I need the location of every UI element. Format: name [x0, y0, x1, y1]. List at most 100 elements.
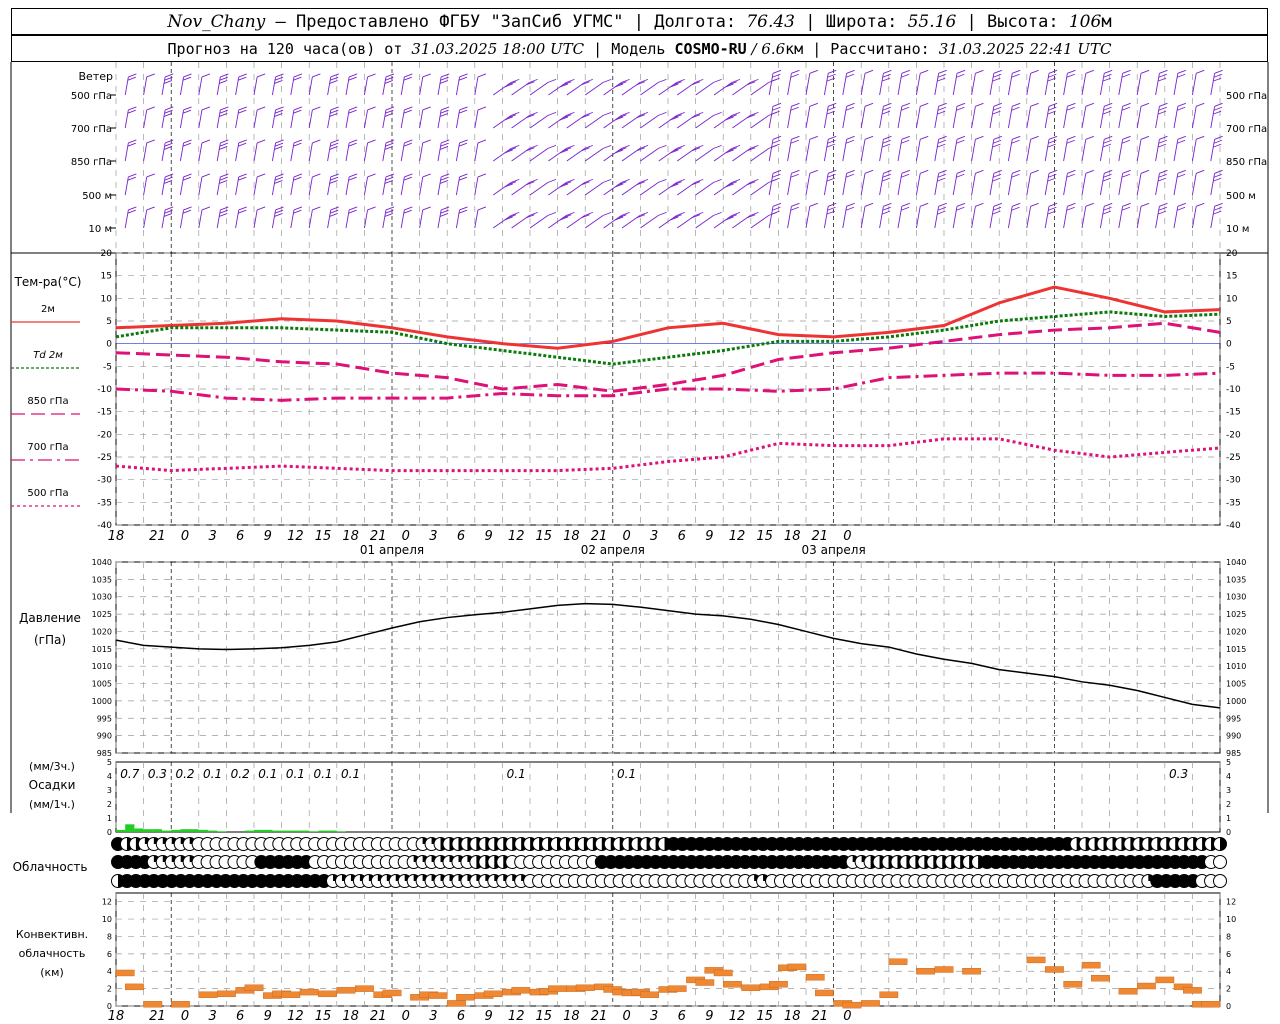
wind-barb-feather	[713, 211, 722, 216]
time-axis-hour: 21	[370, 529, 387, 544]
wind-barb-feather	[772, 206, 781, 211]
wind-barb-staff	[1210, 139, 1216, 162]
conv-cloud-bar	[695, 979, 715, 986]
conv-cloud-bar	[934, 966, 954, 973]
wind-barb-staff	[529, 82, 549, 96]
wind-barb-feather	[256, 206, 266, 211]
wind-barb-icon	[640, 111, 667, 129]
wind-barb-feather	[1066, 73, 1075, 78]
wind-barb-feather	[900, 73, 910, 78]
conv-time-axis-hour: 9	[264, 1009, 272, 1024]
wind-barb-staff	[179, 76, 184, 96]
wind-barb-feather	[956, 202, 966, 207]
wind-barb-staff	[952, 173, 958, 196]
conv-tick-left: 8	[107, 932, 112, 941]
wind-barb-feather	[403, 209, 412, 214]
wind-barb-icon	[1063, 102, 1076, 129]
precip-3h-label: 0.1	[286, 767, 305, 781]
wind-barb-staff	[437, 176, 442, 196]
temp-tick-left: -30	[97, 476, 112, 486]
wind-barb-feather	[845, 139, 855, 144]
wind-barb-staff	[1118, 139, 1124, 162]
wind-barb-icon	[860, 102, 874, 129]
wind-barb-staff	[915, 73, 921, 96]
wind-barb-feather	[1047, 110, 1056, 115]
wind-barb-icon	[1099, 69, 1113, 96]
precip-unit-1h: (мм/1ч.)	[29, 798, 75, 811]
wind-barb-staff	[529, 182, 549, 196]
wind-barb-feather	[163, 80, 173, 84]
wind-barb-staff	[787, 173, 792, 196]
wind-barb-feather	[1066, 139, 1075, 144]
wind-barb-feather	[146, 173, 155, 178]
wind-barb-staff	[787, 106, 792, 129]
wind-barb-feather	[1085, 69, 1094, 74]
wind-barb-feather	[477, 73, 487, 78]
wind-barb-feather	[128, 139, 137, 144]
wind-barb-staff	[216, 176, 221, 196]
wind-barb-staff	[989, 139, 995, 162]
wind-barb-feather	[385, 209, 394, 214]
wind-barb-feather	[937, 73, 947, 78]
wind-barb-icon	[1007, 202, 1021, 229]
wind-barb-feather	[676, 144, 685, 149]
wind-barb-icon	[915, 102, 929, 129]
conv-tick-left: 0	[107, 1002, 112, 1011]
wind-barb-icon	[1044, 202, 1058, 229]
temp-tick-left: 15	[101, 272, 112, 282]
conv-tick-right: 6	[1226, 950, 1231, 959]
wind-barb-feather	[676, 78, 685, 83]
conv-time-axis-hour: 3	[429, 1009, 437, 1024]
wind-barb-staff	[1081, 73, 1087, 96]
wind-barb-icon	[143, 106, 155, 129]
pressure-tick-left: 1025	[92, 610, 112, 619]
wind-barb-feather	[882, 173, 891, 178]
time-axis-hour: 21	[149, 529, 166, 544]
precip-3h-label: 0.1	[617, 767, 636, 781]
wind-barb-icon	[124, 173, 137, 196]
wind-barb-staff	[327, 76, 332, 96]
wind-barb-feather	[937, 210, 946, 215]
wind-barb-icon	[1173, 69, 1186, 96]
wind-barb-feather	[676, 111, 685, 116]
wind-barb-staff	[271, 176, 276, 196]
wind-barb-feather	[1213, 106, 1223, 111]
conv-cloud-bar	[198, 991, 218, 998]
wind-barb-icon	[823, 102, 837, 129]
wind-barb-feather	[771, 143, 780, 148]
wind-barb-feather	[772, 173, 781, 178]
wind-barb-feather	[695, 78, 704, 83]
temp-tick-right: 0	[1226, 340, 1232, 350]
wind-barb-feather	[293, 109, 302, 114]
wind-barb-feather	[691, 81, 701, 86]
temp-tick-left: 20	[101, 249, 113, 259]
wind-barb-icon	[382, 173, 395, 196]
wind-barb-icon	[621, 211, 649, 229]
wind-barb-icon	[1118, 69, 1131, 96]
wind-barb-icon	[1118, 135, 1131, 162]
wind-barb-icon	[363, 106, 376, 129]
calc-label: | Рассчитано:	[803, 39, 939, 58]
wind-barb-icon	[419, 106, 431, 129]
wind-barb-feather	[772, 102, 782, 107]
wind-barb-icon	[474, 173, 487, 196]
wind-barb-staff	[1063, 73, 1068, 96]
wind-barb-feather	[1159, 135, 1168, 140]
conv-cloud-bar	[916, 968, 936, 975]
wind-barb-feather	[1159, 202, 1168, 207]
wind-barb-icon	[1007, 102, 1021, 129]
time-axis-hour: 6	[678, 529, 686, 544]
model-label: | Модель	[584, 39, 675, 58]
conv-tick-right: 2	[1226, 985, 1231, 994]
wind-barb-staff	[1136, 106, 1142, 129]
wind-barb-icon	[198, 206, 211, 229]
wind-barb-icon	[1007, 69, 1021, 96]
wind-barb-icon	[676, 111, 704, 129]
conv-time-axis-hour: 21	[149, 1009, 166, 1024]
wind-barb-icon	[1191, 69, 1205, 96]
wind-barb-staff	[419, 209, 424, 229]
wind-barb-icon	[842, 135, 855, 162]
wind-barb-feather	[504, 83, 513, 88]
wind-barb-staff	[1007, 139, 1013, 162]
temp-tick-right: 20	[1226, 249, 1238, 259]
